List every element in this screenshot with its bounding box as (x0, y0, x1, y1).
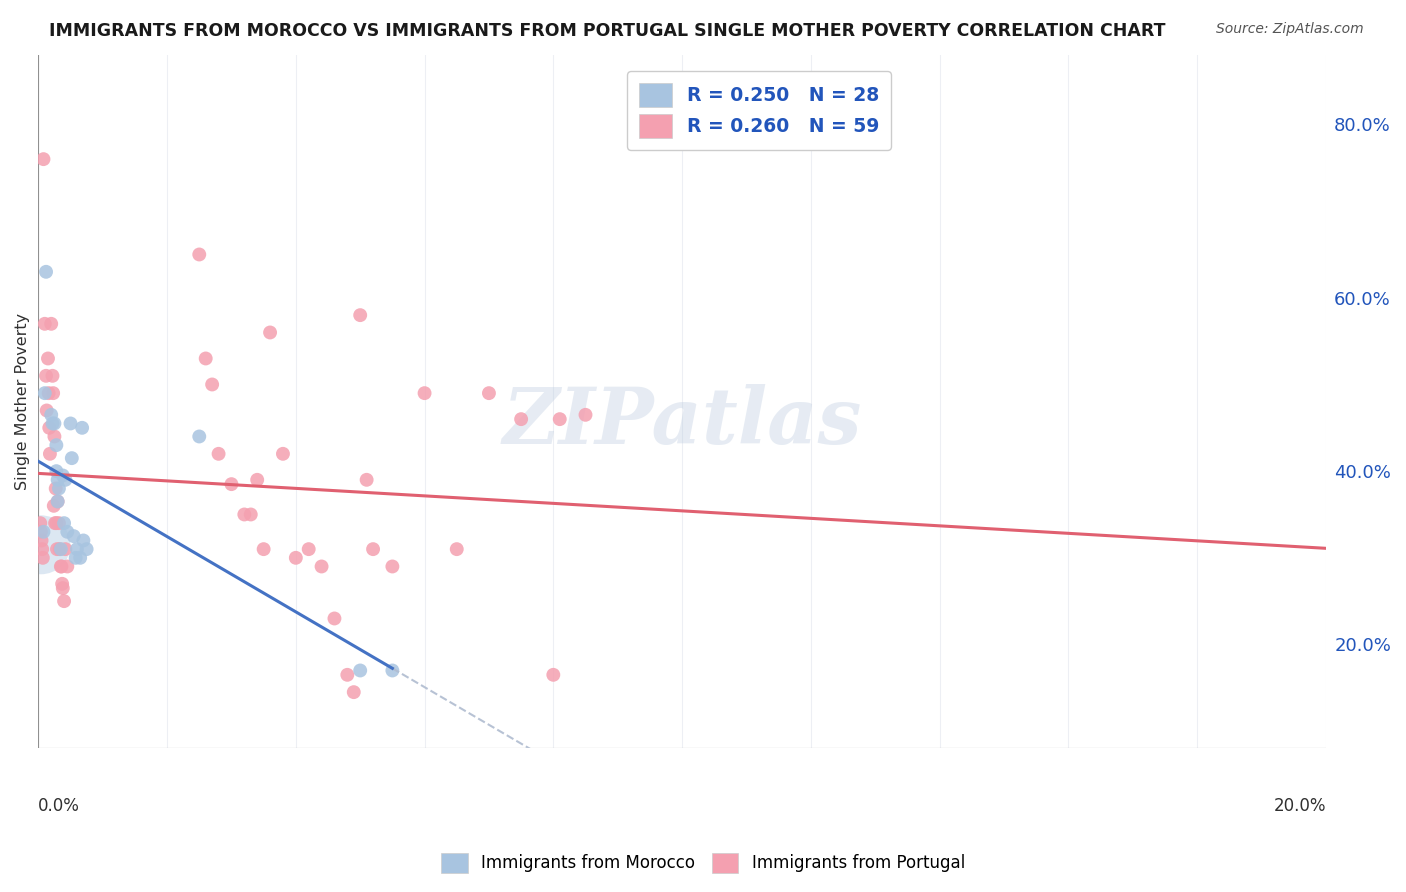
Point (51, 576, 73, 591)
Point (66, 542, 89, 557)
Point (194, 351, 217, 366)
Point (349, 664, 371, 678)
Legend: R = 0.250   N = 28, R = 0.260   N = 59: R = 0.250 N = 28, R = 0.260 N = 59 (627, 71, 891, 150)
Point (32, 524, 55, 539)
Point (35, 265, 58, 279)
Point (53, 516, 76, 530)
Point (62, 529, 84, 543)
Point (48, 482, 70, 496)
Point (56, 524, 79, 539)
Point (253, 542, 276, 557)
Text: 20.0%: 20.0% (1274, 797, 1326, 815)
Point (65, 550, 87, 565)
Point (38, 386, 60, 401)
Point (349, 308, 371, 322)
Text: 0.0%: 0.0% (38, 797, 80, 815)
Point (31, 533, 53, 548)
Point (38, 421, 60, 435)
Point (446, 542, 468, 557)
Point (30, 516, 52, 530)
Point (298, 542, 321, 557)
Point (207, 447, 229, 461)
Point (53, 594, 76, 608)
Point (53, 542, 76, 557)
Point (45, 482, 67, 496)
Point (543, 668, 565, 682)
Point (239, 508, 262, 522)
Point (221, 477, 243, 491)
Point (53, 473, 76, 487)
Point (49, 542, 72, 557)
Point (30, 524, 52, 539)
Point (381, 664, 404, 678)
Point (52, 468, 75, 483)
Point (70, 421, 93, 435)
Point (45, 438, 67, 452)
Point (41, 368, 63, 383)
Point (35, 403, 58, 417)
Point (49, 559, 72, 574)
Point (284, 550, 307, 565)
Point (30, 538, 52, 552)
Point (32, 152, 55, 166)
Point (52, 581, 75, 595)
Point (233, 508, 256, 522)
Point (381, 559, 404, 574)
Text: ZIPatlas: ZIPatlas (502, 384, 862, 461)
Point (188, 247, 211, 261)
Point (48, 516, 70, 530)
Point (574, 408, 596, 422)
Point (46, 494, 69, 508)
Text: IMMIGRANTS FROM MOROCCO VS IMMIGRANTS FROM PORTUGAL SINGLE MOTHER POVERTY CORREL: IMMIGRANTS FROM MOROCCO VS IMMIGRANTS FR… (49, 22, 1166, 40)
Y-axis label: Single Mother Poverty: Single Mother Poverty (15, 313, 30, 491)
Point (336, 668, 359, 682)
Point (48, 542, 70, 557)
Point (76, 542, 98, 557)
Point (39, 447, 62, 461)
Point (45, 464, 67, 478)
Point (45, 516, 67, 530)
Point (548, 412, 571, 426)
Legend: Immigrants from Morocco, Immigrants from Portugal: Immigrants from Morocco, Immigrants from… (434, 847, 972, 880)
Point (41, 417, 63, 431)
Point (201, 377, 224, 392)
Text: Source: ZipAtlas.com: Source: ZipAtlas.com (1216, 22, 1364, 37)
Point (361, 542, 384, 557)
Point (69, 550, 91, 565)
Point (478, 386, 501, 401)
Point (59, 417, 82, 431)
Point (56, 559, 79, 574)
Point (31, 542, 53, 557)
Point (35, 368, 58, 383)
Point (44, 417, 66, 431)
Point (356, 473, 378, 487)
Point (51, 559, 73, 574)
Point (60, 451, 83, 466)
Point (44, 429, 66, 443)
Point (259, 326, 281, 340)
Point (34, 386, 56, 401)
Point (39, 408, 62, 422)
Point (31, 550, 53, 565)
Point (510, 412, 533, 426)
Point (323, 611, 346, 625)
Point (246, 473, 269, 487)
Point (37, 351, 59, 366)
Point (46, 542, 69, 557)
Point (34, 317, 56, 331)
Point (311, 559, 333, 574)
Point (44, 516, 66, 530)
Point (42, 499, 65, 513)
Point (42, 386, 65, 401)
Point (72, 533, 94, 548)
Point (39, 317, 62, 331)
Point (343, 685, 366, 699)
Point (188, 429, 211, 443)
Point (46, 473, 69, 487)
Point (271, 447, 294, 461)
Point (413, 386, 436, 401)
Point (46, 494, 69, 508)
